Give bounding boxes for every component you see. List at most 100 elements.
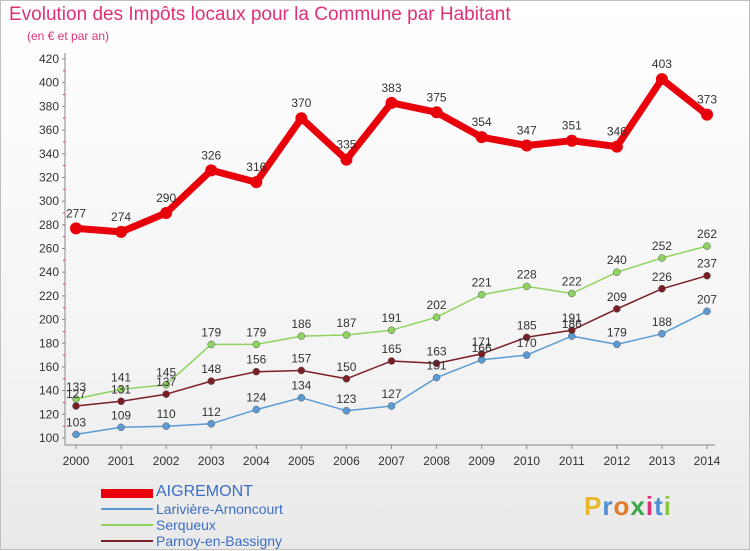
data-point bbox=[432, 373, 441, 382]
y-tick-label: 120 bbox=[39, 407, 59, 421]
x-tick-label: 2003 bbox=[198, 454, 225, 468]
logo-letter: t bbox=[654, 491, 664, 521]
data-point bbox=[387, 357, 396, 365]
data-point bbox=[477, 350, 486, 358]
data-label: 370 bbox=[291, 96, 311, 110]
data-point bbox=[658, 330, 666, 338]
data-label: 221 bbox=[472, 276, 492, 290]
data-point bbox=[477, 290, 486, 299]
data-label: 151 bbox=[427, 359, 447, 373]
data-label: 237 bbox=[697, 257, 717, 271]
data-point bbox=[565, 134, 578, 147]
data-label: 252 bbox=[652, 239, 672, 253]
data-label: 141 bbox=[111, 370, 131, 384]
data-point bbox=[522, 351, 531, 359]
data-point bbox=[297, 366, 306, 375]
data-label: 137 bbox=[156, 375, 176, 389]
data-label: 226 bbox=[652, 270, 672, 284]
y-tick-label: 300 bbox=[39, 194, 59, 208]
data-point bbox=[703, 242, 711, 250]
data-point bbox=[297, 393, 306, 402]
x-tick-label: 2011 bbox=[559, 454, 585, 468]
logo-letter: i bbox=[663, 491, 672, 521]
proxiti-logo: Proxiti bbox=[584, 491, 672, 522]
data-label: 156 bbox=[246, 353, 266, 367]
y-tick-label: 420 bbox=[39, 52, 59, 66]
legend-swatch bbox=[101, 488, 153, 498]
data-label: 290 bbox=[156, 191, 176, 205]
data-point bbox=[568, 326, 576, 334]
y-tick-label: 260 bbox=[39, 242, 59, 256]
logo-letter: r bbox=[602, 491, 614, 521]
legend-label: Serqueux bbox=[156, 517, 216, 533]
data-point bbox=[703, 307, 711, 316]
data-point bbox=[117, 385, 125, 394]
data-label: 240 bbox=[607, 253, 627, 267]
data-point bbox=[252, 340, 261, 349]
y-tick-label: 100 bbox=[39, 431, 59, 445]
data-point bbox=[387, 326, 396, 334]
data-point bbox=[162, 422, 170, 430]
legend-label: Larivière-Arnoncourt bbox=[156, 501, 283, 517]
x-tick-label: 2013 bbox=[649, 454, 676, 468]
y-tick-label: 180 bbox=[39, 336, 59, 350]
chart-data-labels: 277 274 290 326 316 370 335 383 375 354 347 351 346 4… bbox=[66, 57, 717, 429]
data-label: 148 bbox=[201, 362, 221, 376]
data-label: 127 bbox=[381, 387, 401, 401]
data-label: 127 bbox=[66, 387, 86, 401]
data-point bbox=[207, 420, 215, 428]
data-point bbox=[207, 377, 215, 385]
y-tick-label: 240 bbox=[39, 265, 59, 279]
data-point bbox=[340, 153, 353, 166]
chart-tick-labels: 100 120 140 160 180 200 220 240 260 280 300 320 340 3… bbox=[39, 52, 721, 468]
data-point bbox=[385, 96, 398, 109]
data-label: 150 bbox=[336, 360, 356, 374]
data-point bbox=[522, 282, 531, 291]
data-label: 351 bbox=[562, 119, 582, 133]
data-point bbox=[70, 222, 82, 235]
data-label: 228 bbox=[517, 267, 537, 281]
legend-swatch bbox=[101, 540, 153, 542]
x-tick-label: 2008 bbox=[423, 454, 450, 468]
data-label: 373 bbox=[697, 93, 717, 107]
data-point bbox=[610, 140, 623, 153]
data-point bbox=[295, 112, 308, 125]
data-label: 347 bbox=[517, 123, 537, 137]
y-tick-label: 360 bbox=[39, 123, 59, 137]
y-tick-label: 160 bbox=[39, 360, 59, 374]
y-tick-label: 220 bbox=[39, 289, 59, 303]
data-label: 354 bbox=[472, 115, 492, 129]
data-point bbox=[162, 380, 170, 389]
data-point bbox=[72, 402, 80, 410]
data-label: 165 bbox=[381, 342, 401, 356]
data-point bbox=[522, 333, 531, 342]
chart-data-points bbox=[70, 73, 713, 439]
data-label: 124 bbox=[246, 391, 266, 405]
y-tick-label: 380 bbox=[39, 99, 59, 113]
data-label: 166 bbox=[472, 341, 492, 355]
data-point bbox=[613, 268, 621, 276]
y-tick-label: 320 bbox=[39, 170, 59, 184]
data-point bbox=[342, 331, 351, 339]
x-tick-label: 2005 bbox=[288, 454, 315, 468]
data-label: 316 bbox=[246, 160, 266, 174]
x-tick-label: 2000 bbox=[63, 454, 90, 468]
data-label: 186 bbox=[562, 317, 582, 331]
data-label: 207 bbox=[697, 292, 717, 306]
data-point bbox=[342, 407, 351, 415]
logo-letter: P bbox=[584, 491, 603, 521]
y-tick-label: 200 bbox=[39, 313, 59, 327]
data-label: 112 bbox=[202, 405, 221, 419]
chart-subtitle: (en € et par an) bbox=[27, 29, 110, 43]
data-point bbox=[250, 176, 263, 189]
logo-letter: x bbox=[630, 491, 646, 521]
data-label: 262 bbox=[697, 227, 717, 241]
logo-letter: i bbox=[645, 491, 655, 521]
data-point bbox=[613, 340, 621, 349]
x-tick-label: 2006 bbox=[333, 454, 360, 468]
data-label: 133 bbox=[66, 380, 86, 394]
data-label: 326 bbox=[201, 148, 221, 162]
data-point bbox=[475, 131, 488, 144]
data-point bbox=[520, 139, 533, 152]
